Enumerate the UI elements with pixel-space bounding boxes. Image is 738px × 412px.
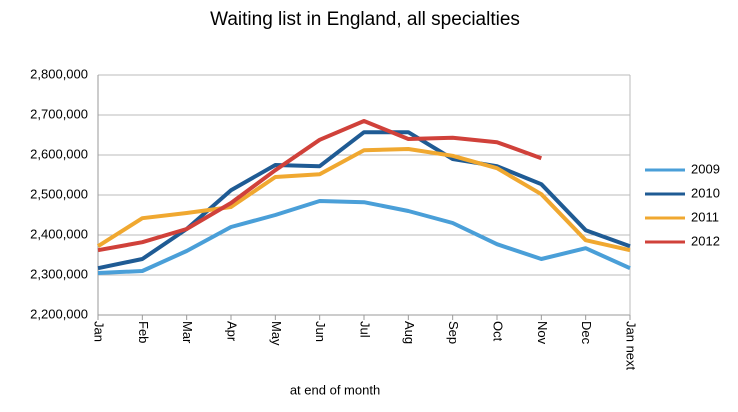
x-tick-label: May: [269, 321, 284, 346]
legend-label: 2009: [691, 161, 720, 176]
legend-label: 2011: [691, 209, 719, 224]
x-tick-label: Dec: [579, 321, 594, 345]
y-tick-label: 2,600,000: [30, 146, 88, 161]
y-tick-label: 2,500,000: [30, 186, 88, 201]
series-line: [96, 147, 631, 253]
y-tick-label: 2,800,000: [30, 66, 88, 81]
legend-label: 2012: [691, 233, 720, 248]
y-tick-label: 2,300,000: [30, 266, 88, 281]
x-axis-label: at end of month: [290, 382, 380, 397]
series-line: [97, 199, 631, 275]
x-tick-label: Oct: [491, 321, 506, 342]
x-tick-label: Jan next: [624, 321, 639, 371]
x-tick-label: Jun: [313, 321, 328, 342]
x-tick-label: Jan: [92, 321, 107, 342]
chart-title: Waiting list in England, all specialties: [210, 9, 520, 30]
x-tick-label: Aug: [402, 321, 417, 344]
y-tick-label: 2,200,000: [30, 306, 88, 321]
x-tick-label: Mar: [180, 321, 195, 344]
series-line: [97, 119, 543, 253]
x-tick-label: Apr: [225, 321, 240, 342]
x-tick-label: Nov: [535, 321, 550, 345]
y-tick-label: 2,400,000: [30, 226, 88, 241]
legend-label: 2010: [691, 185, 720, 200]
x-tick-label: Jul: [358, 321, 373, 338]
y-tick-label: 2,700,000: [30, 106, 88, 121]
x-tick-label: Sep: [446, 321, 461, 344]
x-tick-label: Feb: [136, 321, 151, 343]
